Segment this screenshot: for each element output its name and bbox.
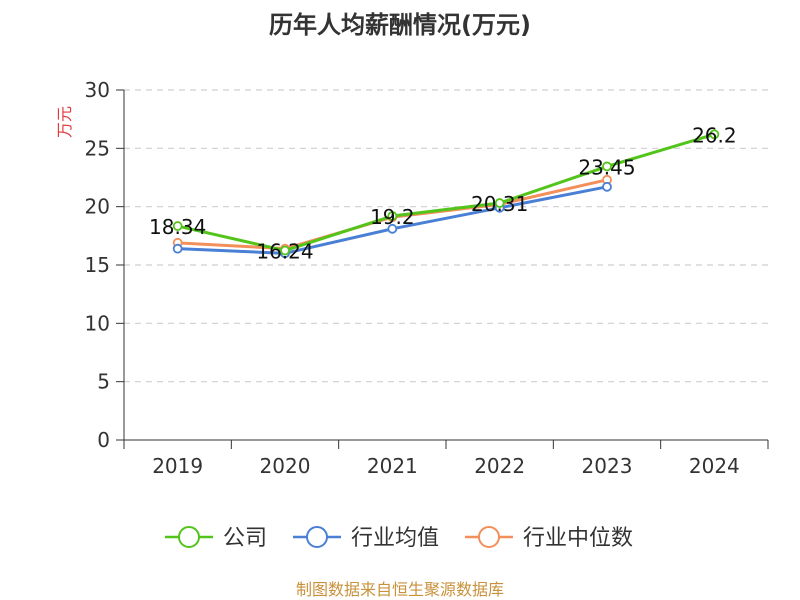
data-label-2023: 23.45 bbox=[578, 155, 635, 179]
y-tick-label-15: 15 bbox=[85, 253, 110, 277]
data-label-2022: 20.31 bbox=[471, 192, 528, 216]
series-line-0 bbox=[177, 132, 715, 253]
legend: 公司 行业均值 行业中位数 bbox=[165, 526, 633, 551]
series-0-point-2023 bbox=[602, 161, 612, 172]
legend-marker-0 bbox=[178, 526, 200, 548]
series-1-point-2019 bbox=[172, 243, 183, 254]
grid-lines bbox=[124, 89, 768, 383]
y-tick-label-25: 25 bbox=[85, 136, 110, 160]
series-0-point-2024 bbox=[709, 129, 720, 140]
legend-label-2: 行业中位数 bbox=[523, 526, 633, 551]
series-1-point-2023 bbox=[602, 181, 612, 192]
x-tick-label-2023: 2023 bbox=[582, 454, 633, 478]
data-label-2021: 19.2 bbox=[370, 205, 415, 229]
series-0-point-2021 bbox=[387, 211, 398, 221]
y-tick-label-5: 5 bbox=[97, 370, 110, 394]
legend-label-1: 行业均值 bbox=[351, 526, 439, 551]
series-0-point-2022 bbox=[494, 198, 505, 208]
source-note: 制图数据来自恒生聚源数据库 bbox=[296, 580, 504, 599]
data-label-2020: 16.24 bbox=[256, 240, 313, 264]
x-tick-label-2024: 2024 bbox=[689, 454, 740, 478]
y-axis-label: 万元 bbox=[55, 106, 74, 138]
data-label-2024: 26.2 bbox=[692, 123, 737, 147]
axes: 0 5 10 15 20 25 30 2019 2020 2021 2022 2023 2024 bbox=[85, 78, 769, 478]
data-labels: 18.34 16.24 19.2 20.31 23.45 26.2 bbox=[149, 123, 737, 263]
x-tick-label-2022: 2022 bbox=[474, 454, 525, 478]
chart-title: 历年人均薪酬情况(万元) bbox=[269, 11, 531, 39]
y-tick-label-10: 10 bbox=[85, 311, 110, 335]
series-0-point-2019 bbox=[172, 221, 183, 231]
x-tick-label-2021: 2021 bbox=[367, 454, 418, 478]
series-lines bbox=[172, 129, 720, 259]
legend-marker-1 bbox=[306, 526, 328, 548]
series-1-point-2021 bbox=[387, 223, 398, 234]
legend-label-0: 公司 bbox=[223, 526, 267, 551]
y-tick-label-30: 30 bbox=[85, 78, 110, 102]
x-tick-label-2019: 2019 bbox=[152, 454, 203, 478]
y-tick-label-20: 20 bbox=[85, 195, 110, 219]
legend-marker-2 bbox=[478, 526, 500, 548]
y-tick-label-0: 0 bbox=[97, 428, 110, 452]
x-tick-label-2020: 2020 bbox=[260, 454, 311, 478]
data-label-2019: 18.34 bbox=[149, 215, 206, 239]
series-0-point-2020 bbox=[280, 245, 290, 256]
